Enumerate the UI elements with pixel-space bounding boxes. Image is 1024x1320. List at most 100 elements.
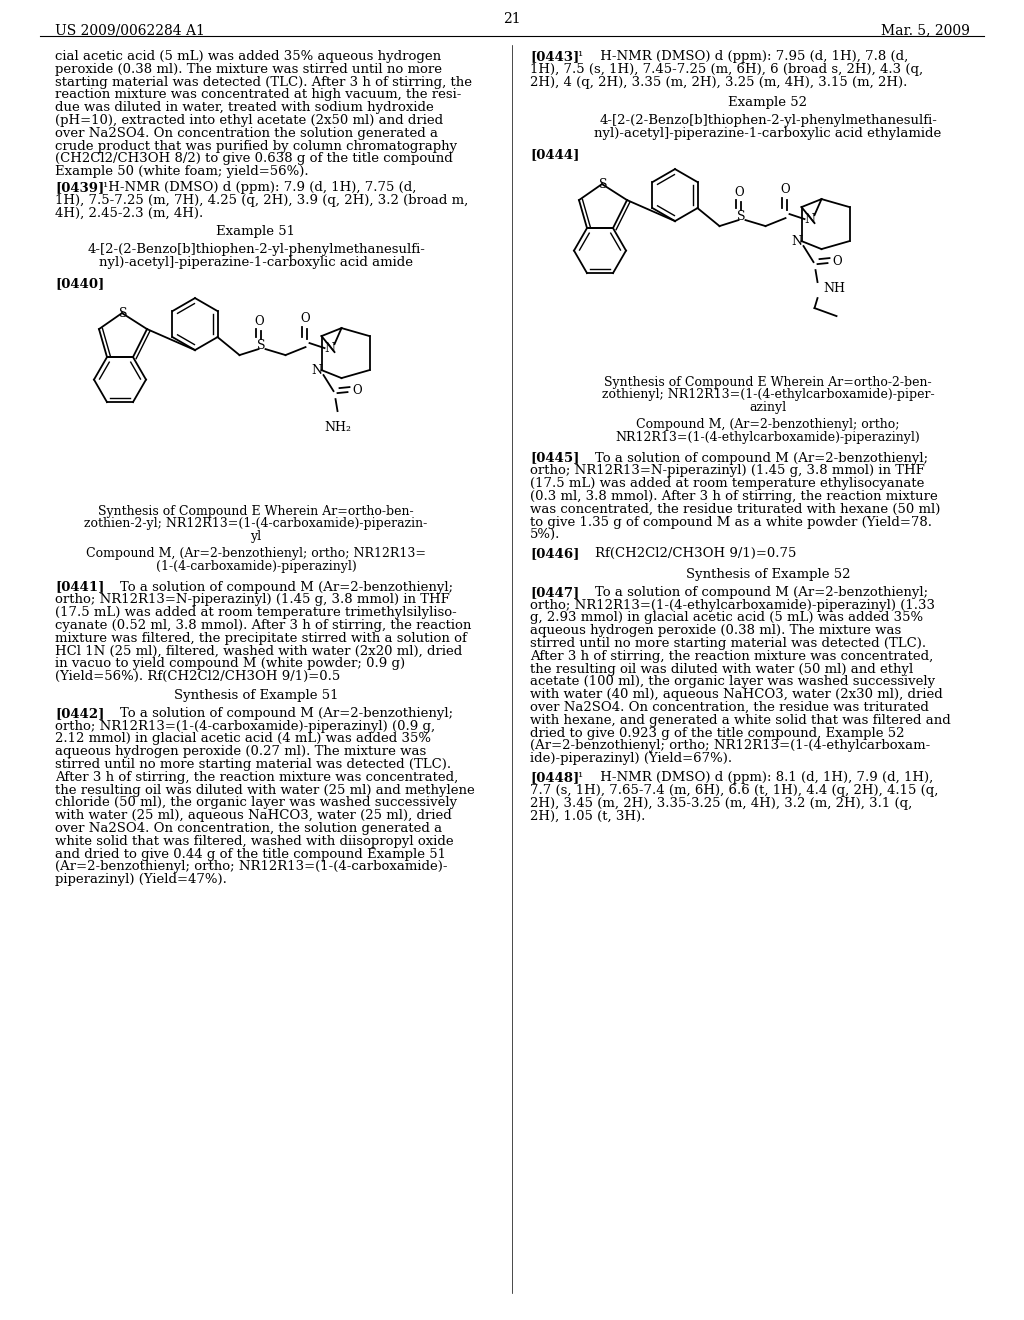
Text: S: S: [119, 306, 127, 319]
Text: To a solution of compound M (Ar=2-benzothienyl;: To a solution of compound M (Ar=2-benzot…: [578, 586, 928, 599]
Text: ortho; NR12R13=N-piperazinyl) (1.45 g, 3.8 mmol) in THF: ortho; NR12R13=N-piperazinyl) (1.45 g, 3…: [530, 465, 925, 478]
Text: O: O: [301, 312, 310, 325]
Text: ¹    H-NMR (DMSO) d (ppm): 8.1 (d, 1H), 7.9 (d, 1H),: ¹ H-NMR (DMSO) d (ppm): 8.1 (d, 1H), 7.9…: [578, 771, 933, 784]
Text: acetate (100 ml), the organic layer was washed successively: acetate (100 ml), the organic layer was …: [530, 676, 935, 689]
Text: crude product that was purified by column chromatography: crude product that was purified by colum…: [55, 140, 457, 153]
Text: N: N: [311, 363, 322, 376]
Text: [0440]: [0440]: [55, 277, 104, 290]
Text: the resulting oil was diluted with water (50 ml) and ethyl: the resulting oil was diluted with water…: [530, 663, 913, 676]
Text: [0446]: [0446]: [530, 548, 580, 560]
Text: the resulting oil was diluted with water (25 ml) and methylene: the resulting oil was diluted with water…: [55, 784, 475, 796]
Text: 4H), 2.45-2.3 (m, 4H).: 4H), 2.45-2.3 (m, 4H).: [55, 207, 203, 219]
Text: N: N: [324, 342, 335, 355]
Text: stirred until no more starting material was detected (TLC).: stirred until no more starting material …: [55, 758, 452, 771]
Text: O: O: [833, 255, 843, 268]
Text: O: O: [255, 314, 264, 327]
Text: 7.7 (s, 1H), 7.65-7.4 (m, 6H), 6.6 (t, 1H), 4.4 (q, 2H), 4.15 (q,: 7.7 (s, 1H), 7.65-7.4 (m, 6H), 6.6 (t, 1…: [530, 784, 938, 797]
Text: S: S: [599, 178, 607, 190]
Text: [0447]: [0447]: [530, 586, 580, 599]
Text: (17.5 mL) was added at room temperature trimethylsilyliso-: (17.5 mL) was added at room temperature …: [55, 606, 457, 619]
Text: After 3 h of stirring, the reaction mixture was concentrated,: After 3 h of stirring, the reaction mixt…: [55, 771, 459, 784]
Text: N: N: [804, 213, 815, 226]
Text: Mar. 5, 2009: Mar. 5, 2009: [881, 22, 970, 37]
Text: nyl)-acetyl]-piperazine-1-carboxylic acid amide: nyl)-acetyl]-piperazine-1-carboxylic aci…: [99, 256, 413, 269]
Text: over Na2SO4. On concentration the solution generated a: over Na2SO4. On concentration the soluti…: [55, 127, 438, 140]
Text: NR12R13=(1-(4-ethylcarboxamide)-piperazinyl): NR12R13=(1-(4-ethylcarboxamide)-piperazi…: [615, 430, 921, 444]
Text: g, 2.93 mmol) in glacial acetic acid (5 mL) was added 35%: g, 2.93 mmol) in glacial acetic acid (5 …: [530, 611, 923, 624]
Text: 2H), 1.05 (t, 3H).: 2H), 1.05 (t, 3H).: [530, 809, 645, 822]
Text: N: N: [791, 235, 802, 248]
Text: (pH=10), extracted into ethyl acetate (2x50 ml) and dried: (pH=10), extracted into ethyl acetate (2…: [55, 114, 443, 127]
Text: Example 50 (white foam; yield=56%).: Example 50 (white foam; yield=56%).: [55, 165, 308, 178]
Text: O: O: [780, 182, 791, 195]
Text: [0448]: [0448]: [530, 771, 580, 784]
Text: Example 52: Example 52: [728, 96, 808, 110]
Text: due was diluted in water, treated with sodium hydroxide: due was diluted in water, treated with s…: [55, 102, 434, 115]
Text: US 2009/0062284 A1: US 2009/0062284 A1: [55, 22, 205, 37]
Text: ortho; NR12R13=(1-(4-ethylcarboxamide)-piperazinyl) (1.33: ortho; NR12R13=(1-(4-ethylcarboxamide)-p…: [530, 598, 935, 611]
Text: in vacuo to yield compound M (white powder; 0.9 g): in vacuo to yield compound M (white powd…: [55, 657, 406, 671]
Text: [0445]: [0445]: [530, 451, 580, 465]
Text: To a solution of compound M (Ar=2-benzothienyl;: To a solution of compound M (Ar=2-benzot…: [103, 706, 454, 719]
Text: with hexane, and generated a white solid that was filtered and: with hexane, and generated a white solid…: [530, 714, 950, 727]
Text: 5%).: 5%).: [530, 528, 560, 541]
Text: (0.3 ml, 3.8 mmol). After 3 h of stirring, the reaction mixture: (0.3 ml, 3.8 mmol). After 3 h of stirrin…: [530, 490, 938, 503]
Text: HCl 1N (25 ml), filtered, washed with water (2x20 ml), dried: HCl 1N (25 ml), filtered, washed with wa…: [55, 644, 462, 657]
Text: mixture was filtered, the precipitate stirred with a solution of: mixture was filtered, the precipitate st…: [55, 632, 467, 644]
Text: (Ar=2-benzothienyl; ortho; NR12R13=(1-(4-carboxamide)-: (Ar=2-benzothienyl; ortho; NR12R13=(1-(4…: [55, 861, 447, 874]
Text: ¹    H-NMR (DMSO) d (ppm): 7.95 (d, 1H), 7.8 (d,: ¹ H-NMR (DMSO) d (ppm): 7.95 (d, 1H), 7.…: [578, 50, 908, 63]
Text: to give 1.35 g of compound M as a white powder (Yield=78.: to give 1.35 g of compound M as a white …: [530, 516, 932, 528]
Text: To a solution of compound M (Ar=2-benzothienyl;: To a solution of compound M (Ar=2-benzot…: [103, 581, 454, 594]
Text: [0444]: [0444]: [530, 148, 580, 161]
Text: Synthesis of Example 51: Synthesis of Example 51: [174, 689, 338, 702]
Text: and dried to give 0.44 g of the title compound Example 51: and dried to give 0.44 g of the title co…: [55, 847, 446, 861]
Text: 1H), 7.5 (s, 1H), 7.45-7.25 (m, 6H), 6 (broad s, 2H), 4.3 (q,: 1H), 7.5 (s, 1H), 7.45-7.25 (m, 6H), 6 (…: [530, 63, 923, 75]
Text: Rf(CH2Cl2/CH3OH 9/1)=0.75: Rf(CH2Cl2/CH3OH 9/1)=0.75: [578, 548, 797, 560]
Text: nyl)-acetyl]-piperazine-1-carboxylic acid ethylamide: nyl)-acetyl]-piperazine-1-carboxylic aci…: [594, 127, 942, 140]
Text: 4-[2-(2-Benzo[b]thiophen-2-yl-phenylmethanesulfi-: 4-[2-(2-Benzo[b]thiophen-2-yl-phenylmeth…: [599, 115, 937, 127]
Text: Synthesis of Example 52: Synthesis of Example 52: [686, 568, 850, 581]
Text: NH: NH: [823, 281, 846, 294]
Text: white solid that was filtered, washed with diisopropyl oxide: white solid that was filtered, washed wi…: [55, 834, 454, 847]
Text: Compound M, (Ar=2-benzothienyl; ortho; NR12R13=: Compound M, (Ar=2-benzothienyl; ortho; N…: [86, 546, 426, 560]
Text: zothienyl; NR12R13=(1-(4-ethylcarboxamide)-piper-: zothienyl; NR12R13=(1-(4-ethylcarboxamid…: [602, 388, 934, 401]
Text: [0441]: [0441]: [55, 581, 104, 594]
Text: ¹H-NMR (DMSO) d (ppm): 7.9 (d, 1H), 7.75 (d,: ¹H-NMR (DMSO) d (ppm): 7.9 (d, 1H), 7.75…: [103, 181, 417, 194]
Text: O: O: [352, 384, 362, 396]
Text: 21: 21: [503, 12, 521, 26]
Text: over Na2SO4. On concentration, the residue was triturated: over Na2SO4. On concentration, the resid…: [530, 701, 929, 714]
Text: azinyl: azinyl: [750, 401, 786, 414]
Text: aqueous hydrogen peroxide (0.27 ml). The mixture was: aqueous hydrogen peroxide (0.27 ml). The…: [55, 746, 426, 758]
Text: (1-(4-carboxamide)-piperazinyl): (1-(4-carboxamide)-piperazinyl): [156, 560, 356, 573]
Text: [0443]: [0443]: [530, 50, 580, 63]
Text: Synthesis of Compound E Wherein Ar=ortho-ben-: Synthesis of Compound E Wherein Ar=ortho…: [98, 504, 414, 517]
Text: zothien-2-yl; NR12R13=(1-(4-carboxamide)-piperazin-: zothien-2-yl; NR12R13=(1-(4-carboxamide)…: [84, 517, 428, 531]
Text: cyanate (0.52 ml, 3.8 mmol). After 3 h of stirring, the reaction: cyanate (0.52 ml, 3.8 mmol). After 3 h o…: [55, 619, 471, 632]
Text: NH₂: NH₂: [324, 421, 351, 434]
Text: chloride (50 ml), the organic layer was washed successively: chloride (50 ml), the organic layer was …: [55, 796, 457, 809]
Text: (CH2Cl2/CH3OH 8/2) to give 0.638 g of the title compound: (CH2Cl2/CH3OH 8/2) to give 0.638 g of th…: [55, 152, 453, 165]
Text: 2H), 3.45 (m, 2H), 3.35-3.25 (m, 4H), 3.2 (m, 2H), 3.1 (q,: 2H), 3.45 (m, 2H), 3.35-3.25 (m, 4H), 3.…: [530, 796, 912, 809]
Text: (Ar=2-benzothienyl; ortho; NR12R13=(1-(4-ethylcarboxam-: (Ar=2-benzothienyl; ortho; NR12R13=(1-(4…: [530, 739, 930, 752]
Text: [0439]: [0439]: [55, 181, 104, 194]
Text: Synthesis of Compound E Wherein Ar=ortho-2-ben-: Synthesis of Compound E Wherein Ar=ortho…: [604, 376, 932, 388]
Text: cial acetic acid (5 mL) was added 35% aqueous hydrogen: cial acetic acid (5 mL) was added 35% aq…: [55, 50, 441, 63]
Text: ortho; NR12R13=N-piperazinyl) (1.45 g, 3.8 mmol) in THF: ortho; NR12R13=N-piperazinyl) (1.45 g, 3…: [55, 594, 450, 606]
Text: S: S: [737, 210, 745, 223]
Text: (17.5 mL) was added at room temperature ethylisocyanate: (17.5 mL) was added at room temperature …: [530, 478, 925, 490]
Text: was concentrated, the residue triturated with hexane (50 ml): was concentrated, the residue triturated…: [530, 503, 940, 516]
Text: S: S: [257, 339, 266, 351]
Text: reaction mixture was concentrated at high vacuum, the resi-: reaction mixture was concentrated at hig…: [55, 88, 462, 102]
Text: dried to give 0.923 g of the title compound, Example 52: dried to give 0.923 g of the title compo…: [530, 726, 904, 739]
Text: aqueous hydrogen peroxide (0.38 ml). The mixture was: aqueous hydrogen peroxide (0.38 ml). The…: [530, 624, 901, 638]
Text: stirred until no more starting material was detected (TLC).: stirred until no more starting material …: [530, 638, 926, 649]
Text: starting material was detected (TLC). After 3 h of stirring, the: starting material was detected (TLC). Af…: [55, 75, 472, 88]
Text: yl: yl: [251, 531, 261, 544]
Text: 1H), 7.5-7.25 (m, 7H), 4.25 (q, 2H), 3.9 (q, 2H), 3.2 (broad m,: 1H), 7.5-7.25 (m, 7H), 4.25 (q, 2H), 3.9…: [55, 194, 468, 207]
Text: ortho; NR12R13=(1-(4-carboxamide)-piperazinyl) (0.9 g,: ortho; NR12R13=(1-(4-carboxamide)-pipera…: [55, 719, 435, 733]
Text: 2H), 4 (q, 2H), 3.35 (m, 2H), 3.25 (m, 4H), 3.15 (m, 2H).: 2H), 4 (q, 2H), 3.35 (m, 2H), 3.25 (m, 4…: [530, 75, 907, 88]
Text: (Yield=56%). Rf(CH2Cl2/CH3OH 9/1)=0.5: (Yield=56%). Rf(CH2Cl2/CH3OH 9/1)=0.5: [55, 671, 340, 684]
Text: Compound M, (Ar=2-benzothienyl; ortho;: Compound M, (Ar=2-benzothienyl; ortho;: [636, 418, 900, 432]
Text: After 3 h of stirring, the reaction mixture was concentrated,: After 3 h of stirring, the reaction mixt…: [530, 649, 933, 663]
Text: peroxide (0.38 ml). The mixture was stirred until no more: peroxide (0.38 ml). The mixture was stir…: [55, 63, 442, 75]
